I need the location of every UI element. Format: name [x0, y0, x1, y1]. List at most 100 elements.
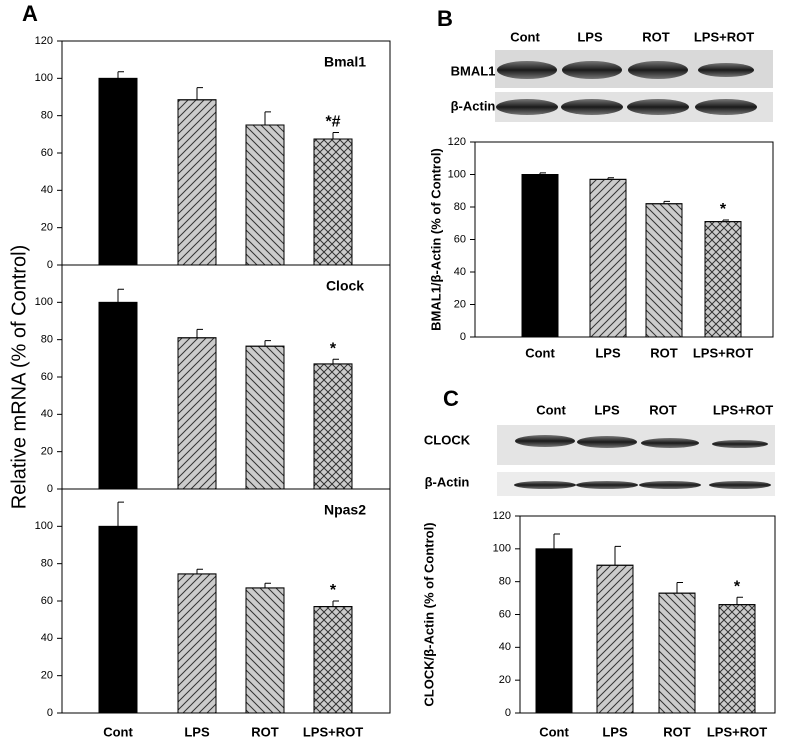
y-tick-label: 40: [41, 632, 53, 644]
panel-label: B: [437, 6, 453, 31]
blot-image: [497, 425, 775, 496]
blot-image: [495, 50, 773, 122]
x-tick-label: LPS: [595, 345, 621, 360]
lane-label: LPS+ROT: [713, 402, 773, 417]
bar: [535, 548, 573, 714]
lane-label: Cont: [510, 29, 540, 44]
bar: [98, 77, 138, 266]
error-bar: [264, 340, 271, 347]
bar-hatch: [245, 587, 285, 714]
bar-hatch: [177, 99, 217, 266]
panel-label: C: [443, 386, 459, 411]
y-tick-label: 80: [41, 110, 53, 122]
lane-label: LPS: [577, 29, 603, 44]
y-axis-label: BMAL1/β-Actin (% of Control): [428, 148, 443, 331]
chart-title: Npas2: [324, 502, 366, 518]
x-tick-label: LPS+ROT: [693, 345, 753, 360]
error-bar: [736, 596, 743, 605]
y-tick-label: 120: [493, 510, 511, 522]
error-bar: [722, 219, 729, 222]
bar-hatch: [245, 124, 285, 266]
y-tick-label: 60: [41, 595, 53, 607]
error-bar: [539, 172, 546, 175]
y-tick-label: 80: [454, 201, 466, 213]
error-bar: [196, 328, 203, 338]
significance-label: *#: [325, 114, 340, 131]
row-label: CLOCK: [424, 432, 471, 447]
x-tick-label: Cont: [103, 724, 133, 739]
y-tick-label: 40: [41, 408, 53, 420]
chart-title: Bmal1: [324, 54, 366, 70]
bar: [521, 174, 559, 338]
error-bar: [332, 600, 339, 607]
y-tick-label: 20: [41, 446, 53, 458]
error-bar: [196, 87, 203, 100]
row-label: BMAL1: [451, 63, 496, 78]
significance-label: *: [734, 578, 741, 595]
lane-label: LPS+ROT: [694, 29, 754, 44]
y-tick-label: 100: [35, 520, 53, 532]
row-label: β-Actin: [425, 474, 470, 489]
significance-label: *: [330, 582, 337, 599]
y-tick-label: 100: [35, 72, 53, 84]
y-tick-label: 0: [47, 707, 53, 719]
bar-hatch: [177, 573, 217, 714]
x-tick-label: LPS: [184, 724, 210, 739]
y-tick-label: 0: [505, 707, 511, 719]
bar-hatch: [645, 203, 683, 338]
lane-label: ROT: [649, 402, 677, 417]
y-tick-label: 100: [448, 168, 466, 180]
bar-hatch: [245, 345, 285, 490]
lane-label: Cont: [536, 402, 566, 417]
bar-hatch: [596, 564, 634, 714]
error-bar: [196, 568, 203, 574]
x-tick-label: LPS+ROT: [707, 724, 767, 739]
x-tick-label: LPS: [602, 724, 628, 739]
chart-title: Clock: [326, 278, 364, 294]
bar-hatch: [313, 363, 353, 490]
y-tick-label: 40: [499, 641, 511, 653]
y-tick-label: 120: [35, 35, 53, 47]
y-tick-label: 60: [41, 371, 53, 383]
y-tick-label: 40: [41, 184, 53, 196]
error-bar: [607, 177, 614, 180]
error-bar: [117, 288, 124, 303]
bar-hatch: [704, 221, 742, 338]
y-tick-label: 20: [499, 674, 511, 686]
row-label: β-Actin: [451, 98, 496, 113]
error-bar: [117, 501, 124, 527]
bar-hatch: [718, 604, 756, 714]
lane-label: ROT: [642, 29, 670, 44]
bar-hatch: [313, 138, 353, 266]
error-bar: [117, 71, 124, 79]
y-axis-label: CLOCK/β-Actin (% of Control): [421, 522, 436, 706]
y-tick-label: 80: [41, 334, 53, 346]
y-tick-label: 80: [499, 576, 511, 588]
y-tick-label: 0: [47, 483, 53, 495]
significance-label: *: [720, 201, 727, 218]
error-bar: [553, 533, 560, 549]
error-bar: [332, 131, 339, 139]
error-bar: [264, 582, 271, 588]
panel-label: A: [22, 1, 38, 26]
y-tick-label: 60: [454, 233, 466, 245]
x-tick-label: Cont: [525, 345, 555, 360]
error-bar: [332, 358, 339, 364]
x-tick-label: ROT: [650, 345, 678, 360]
bar-hatch: [658, 592, 696, 714]
bar-hatch: [313, 606, 353, 714]
y-tick-label: 100: [493, 543, 511, 555]
y-tick-label: 20: [41, 222, 53, 234]
x-tick-label: Cont: [539, 724, 569, 739]
error-bar: [264, 111, 271, 125]
bar: [98, 525, 138, 714]
y-tick-label: 120: [448, 136, 466, 148]
x-tick-label: ROT: [663, 724, 691, 739]
y-tick-label: 60: [499, 608, 511, 620]
x-tick-label: LPS+ROT: [303, 724, 363, 739]
significance-label: *: [330, 340, 337, 357]
y-tick-label: 0: [47, 259, 53, 271]
bar: [98, 301, 138, 490]
y-tick-label: 20: [41, 670, 53, 682]
